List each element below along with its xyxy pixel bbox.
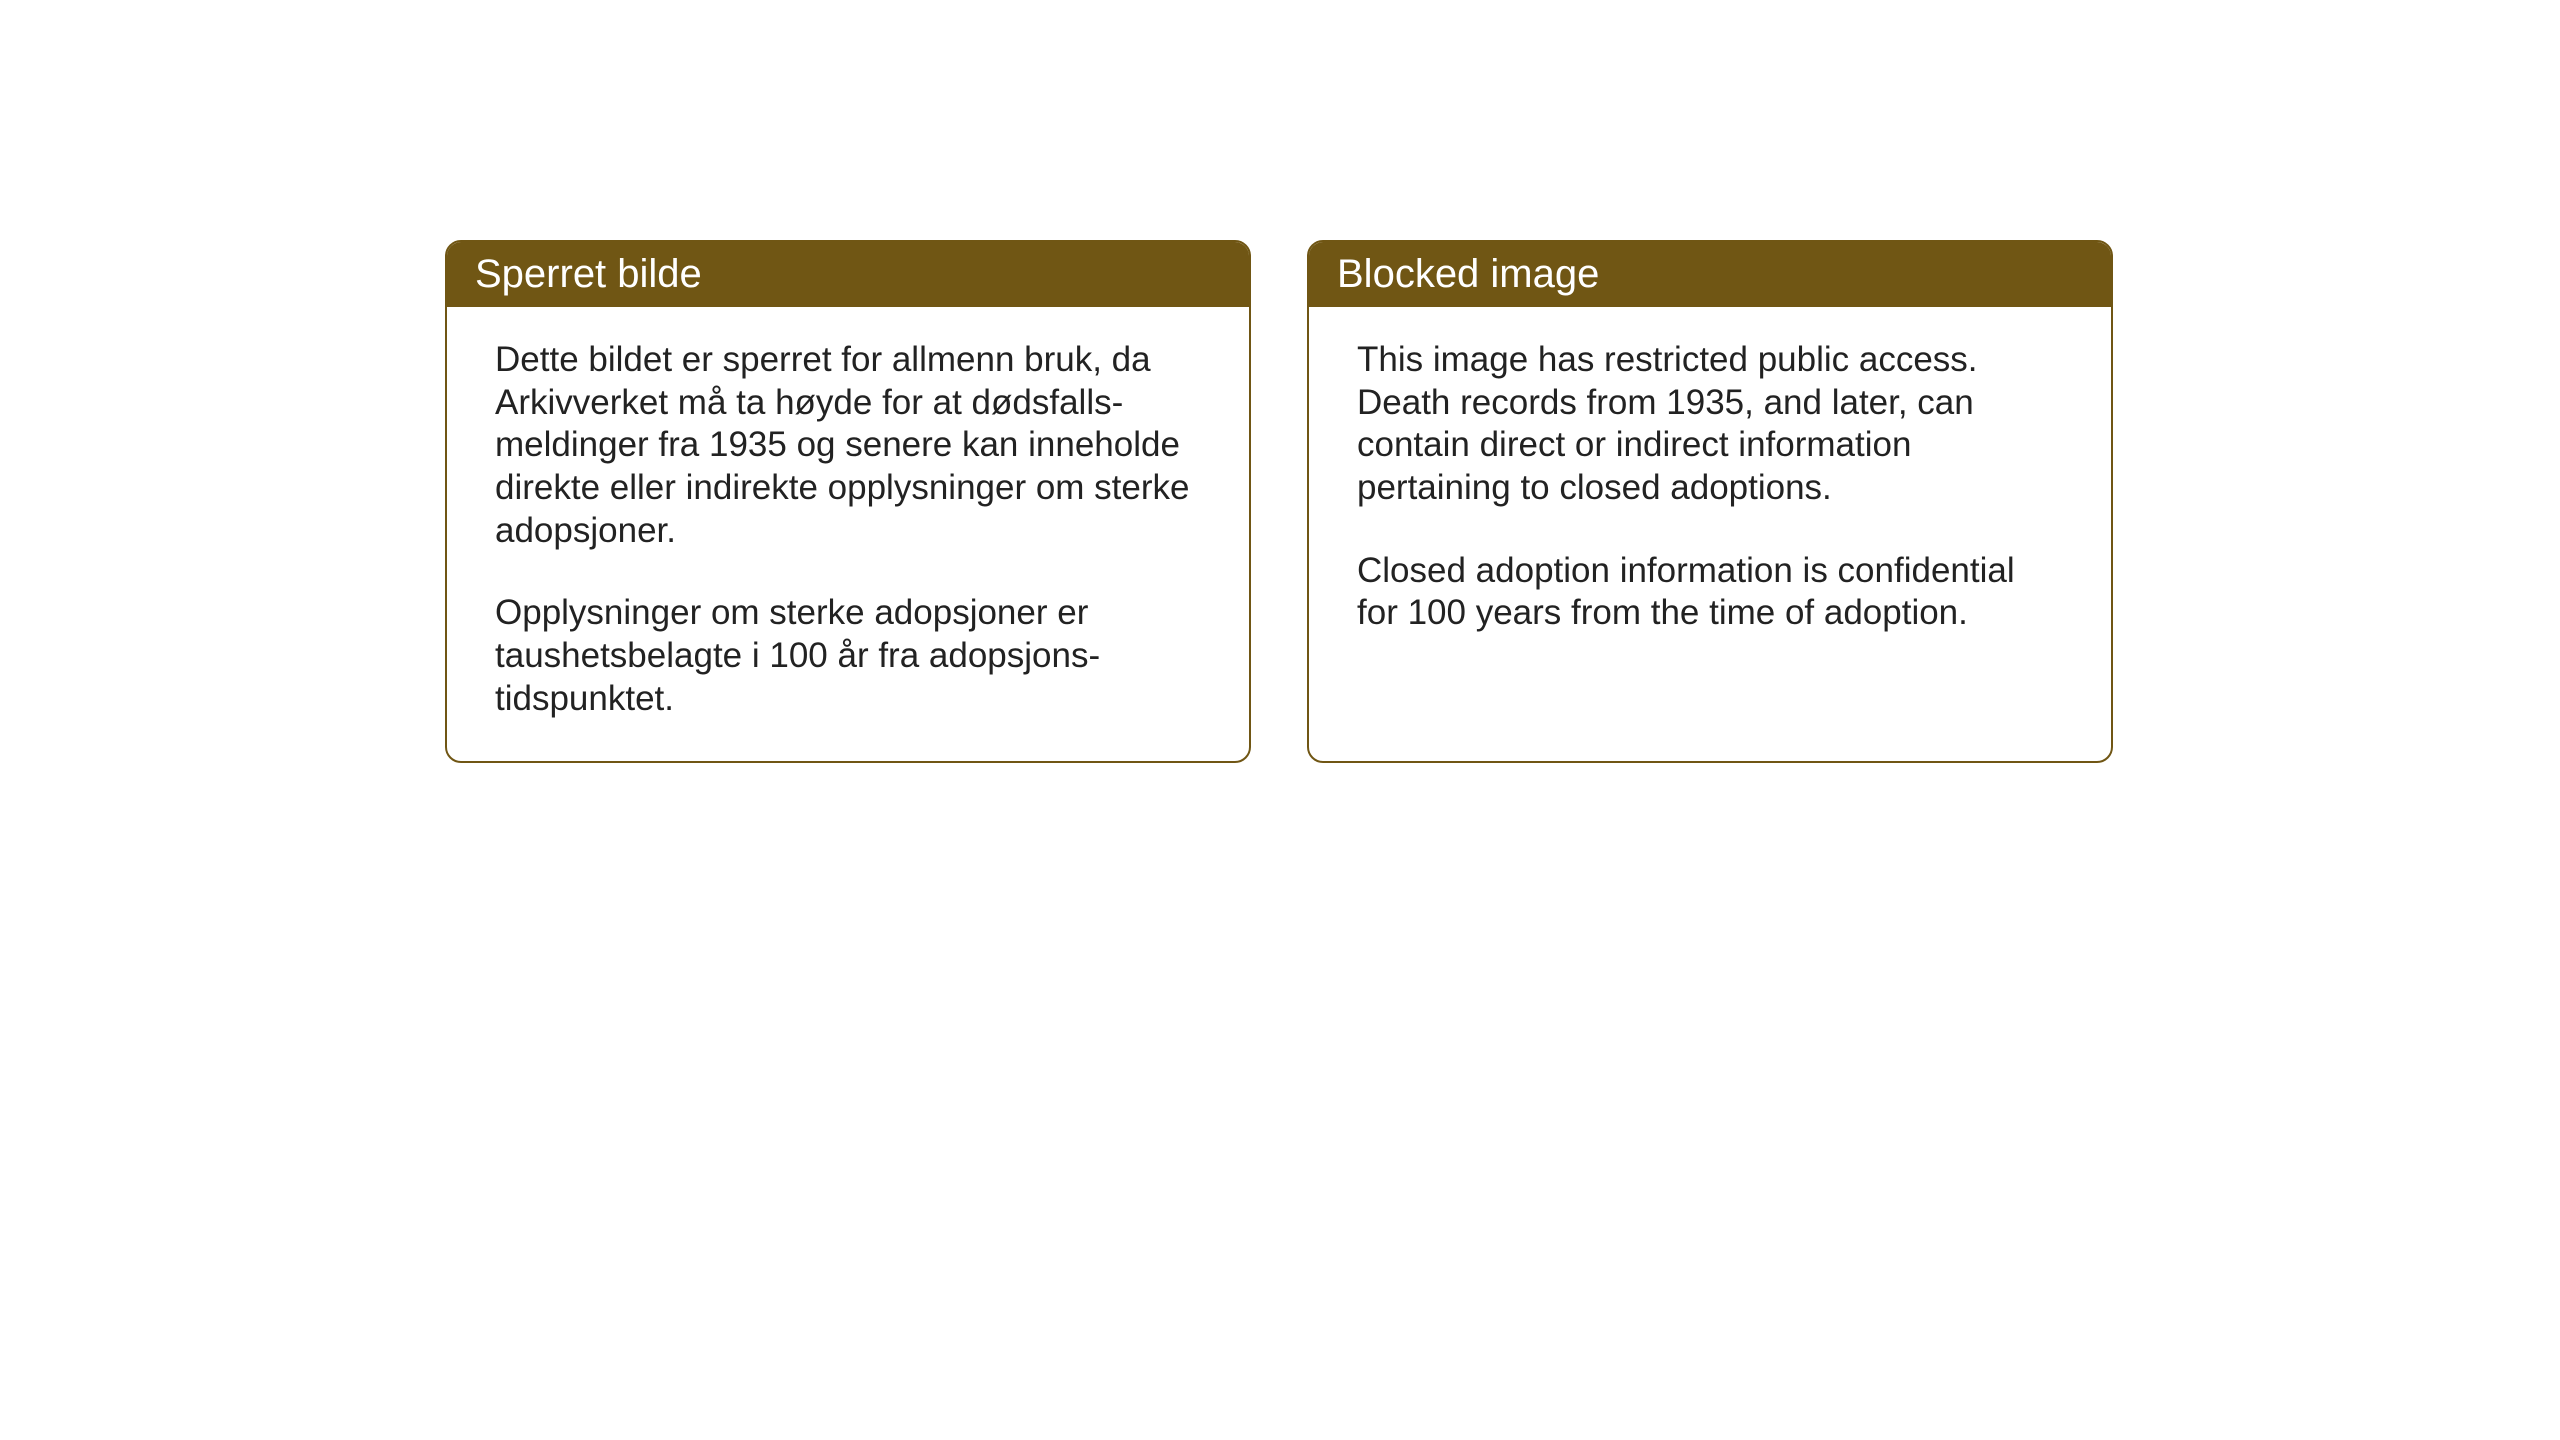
- notice-card-english: Blocked image This image has restricted …: [1307, 240, 2113, 763]
- card-header-english: Blocked image: [1309, 242, 2111, 307]
- card-body-english: This image has restricted public access.…: [1309, 307, 2111, 675]
- card-paragraph-1-norwegian: Dette bildet er sperret for allmenn bruk…: [495, 339, 1201, 552]
- notice-card-norwegian: Sperret bilde Dette bildet er sperret fo…: [445, 240, 1251, 763]
- card-body-norwegian: Dette bildet er sperret for allmenn bruk…: [447, 307, 1249, 761]
- card-title-norwegian: Sperret bilde: [475, 252, 702, 296]
- card-paragraph-2-norwegian: Opplysninger om sterke adopsjoner er tau…: [495, 592, 1201, 720]
- card-header-norwegian: Sperret bilde: [447, 242, 1249, 307]
- card-title-english: Blocked image: [1337, 252, 1599, 296]
- card-paragraph-2-english: Closed adoption information is confident…: [1357, 550, 2063, 635]
- notice-cards-container: Sperret bilde Dette bildet er sperret fo…: [445, 240, 2113, 763]
- card-paragraph-1-english: This image has restricted public access.…: [1357, 339, 2063, 510]
